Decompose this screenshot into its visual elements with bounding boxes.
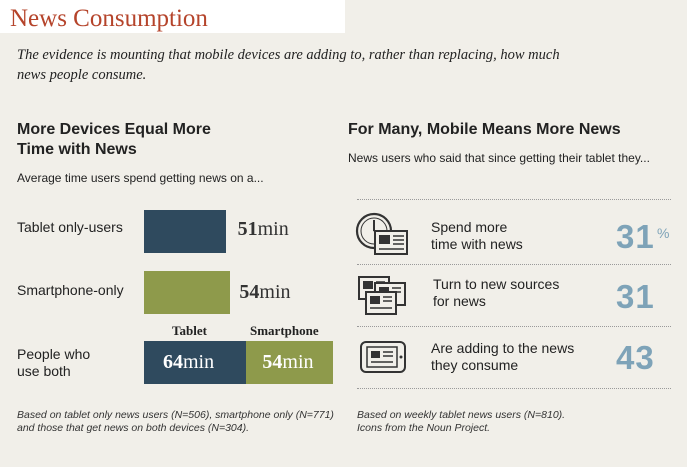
left-footnote-line1: Based on tablet only news users (N=506),… (17, 409, 334, 421)
page-title: News Consumption (10, 5, 208, 32)
percent-sign: % (657, 225, 670, 241)
left-footnote-line2: and those that get news on both devices … (17, 422, 250, 434)
right-heading: For Many, Mobile Means More News (348, 121, 621, 138)
value-tablet-only: 51min (237, 218, 289, 240)
column-head-smartphone: Smartphone (250, 323, 319, 338)
divider (357, 264, 671, 265)
right-footnote-line2: Icons from the Noun Project. (357, 422, 491, 434)
stat-label-2-line1: Turn to new sources (433, 276, 560, 292)
left-heading: More Devices Equal More Time with News (17, 120, 211, 160)
value-both-smartphone: 54min (262, 351, 314, 373)
stat-label-1-line2: time with news (431, 236, 523, 252)
row-label-both-line2: use both (17, 363, 71, 379)
stat-label-3-line1: Are adding to the news (431, 340, 575, 356)
value-both-tablet: 64min (163, 351, 215, 373)
row-label-both: People who use both (17, 346, 90, 380)
left-heading-line1: More Devices Equal More (17, 121, 211, 138)
divider (357, 388, 671, 389)
stat-label-3: Are adding to the news they consume (431, 340, 574, 374)
stat-value-3: 43 (616, 339, 655, 376)
stat-label-2-line2: for news (433, 293, 486, 309)
stat-label-1: Spend more time with news (431, 219, 523, 253)
tablet-newspaper-icon (360, 341, 406, 373)
row-label-both-line1: People who (17, 346, 91, 362)
stat-value-2: 31 (616, 278, 655, 315)
right-footnote-line1: Based on weekly tablet news users (N=810… (357, 409, 566, 421)
divider (357, 199, 671, 200)
left-heading-line2: Time with News (17, 141, 137, 158)
divider (357, 326, 671, 327)
left-caption: Average time users spend getting news on… (17, 171, 264, 185)
clock-newspaper-icon (355, 212, 408, 255)
right-caption: News users who said that since getting t… (348, 151, 650, 165)
row-label-smartphone-only: Smartphone-only (17, 282, 124, 298)
page-subtitle: The evidence is mounting that mobile dev… (17, 47, 560, 83)
row-label-tablet-only: Tablet only-users (17, 219, 123, 235)
bar-both-tablet (144, 341, 247, 384)
title-tab (0, 0, 345, 33)
left-footnote: Based on tablet only news users (N=506),… (17, 409, 334, 435)
bar-both-smartphone (246, 341, 333, 384)
column-head-tablet: Tablet (172, 323, 207, 338)
right-footnote: Based on weekly tablet news users (N=810… (357, 409, 565, 435)
bar-tablet-only (144, 210, 226, 253)
multiple-newspapers-icon (358, 276, 406, 315)
stat-label-1-line1: Spend more (431, 219, 508, 235)
stat-label-2: Turn to new sources for news (433, 276, 559, 310)
value-smartphone-only: 54min (239, 281, 291, 303)
stat-label-3-line2: they consume (431, 357, 519, 373)
bar-smartphone-only (144, 271, 231, 314)
stat-value-1: 31 (616, 218, 655, 255)
